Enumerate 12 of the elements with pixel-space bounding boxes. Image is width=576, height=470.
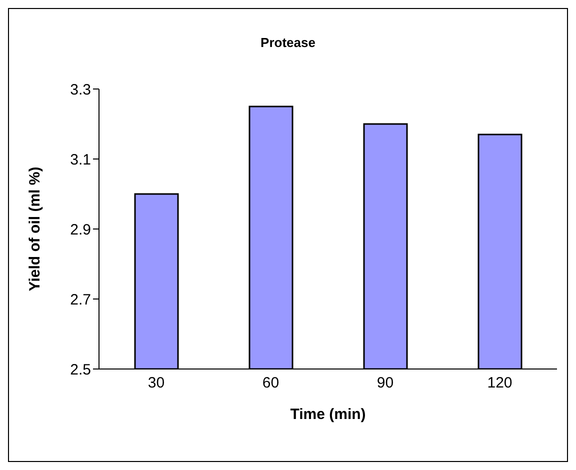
y-tick-label: 2.7 bbox=[70, 291, 91, 308]
x-tick-label: 30 bbox=[148, 374, 165, 392]
x-tick-label: 60 bbox=[262, 374, 280, 392]
x-tick-label: 120 bbox=[487, 374, 512, 392]
y-tick-label: 2.5 bbox=[70, 361, 91, 378]
chart-title: Protease bbox=[260, 35, 316, 50]
y-tick-label: 3.3 bbox=[70, 81, 91, 98]
x-axis-title: Time (min) bbox=[290, 406, 366, 423]
x-tick-label: 90 bbox=[376, 374, 394, 392]
y-axis-title: Yield of oil (ml %) bbox=[26, 166, 44, 292]
y-tick-label: 3.1 bbox=[70, 151, 91, 168]
y-tick-label: 2.9 bbox=[70, 221, 91, 238]
